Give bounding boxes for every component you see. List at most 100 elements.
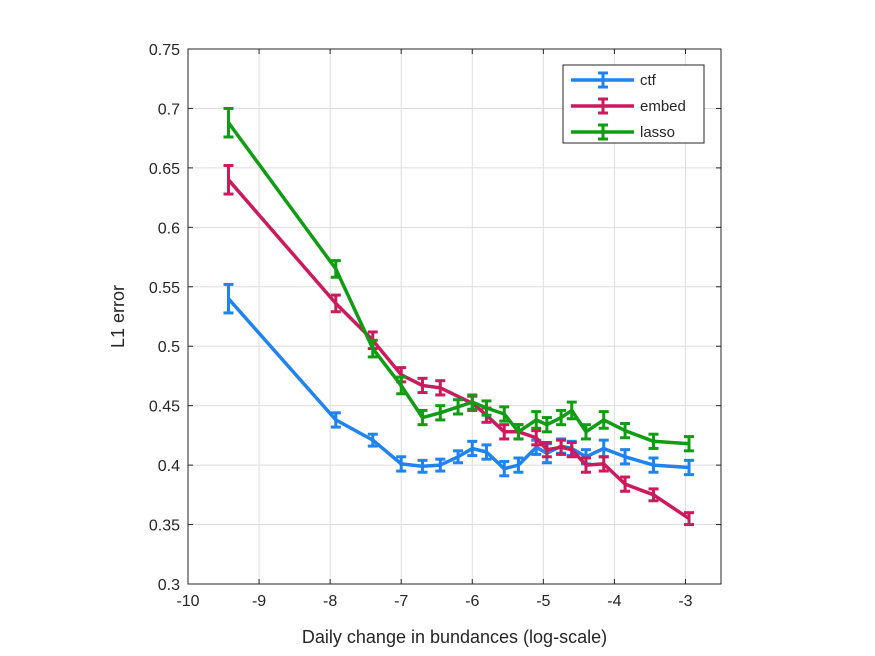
data-point-lasso (559, 416, 563, 420)
grid (188, 49, 721, 584)
error-bar-embed (330, 293, 341, 314)
error-bar-embed (435, 379, 446, 397)
error-bar-ctf (684, 458, 695, 477)
data-point-ctf (602, 446, 606, 450)
data-point-lasso (399, 383, 403, 387)
error-bar-lasso (330, 259, 341, 279)
data-point-lasso (623, 429, 627, 433)
x-tick-label: -4 (607, 593, 621, 610)
y-tick-label: 0.45 (149, 399, 180, 416)
error-bar-lasso (541, 416, 552, 434)
plot-frame (187, 48, 722, 585)
data-point-lasso (570, 408, 574, 412)
error-bar-ctf (330, 411, 341, 429)
error-bar-ctf (467, 439, 478, 458)
error-bar-lasso (396, 375, 407, 396)
x-tick-label: -10 (176, 593, 199, 610)
data-point-ctf (502, 467, 506, 471)
error-bar-lasso (453, 398, 464, 416)
x-tick-label: -6 (465, 593, 479, 610)
error-bar-ctf (396, 455, 407, 473)
y-tick-label: 0.4 (158, 458, 180, 475)
error-bar-lasso (499, 405, 510, 423)
series-line-ctf (227, 297, 690, 471)
data-point-lasso (227, 121, 231, 125)
data-point-embed (438, 386, 442, 390)
data-point-embed (334, 301, 338, 305)
error-bar-ctf (513, 456, 524, 474)
series-ctf (223, 282, 695, 478)
data-point-lasso (470, 400, 474, 404)
error-bar-lasso (566, 400, 577, 421)
data-point-lasso (534, 418, 538, 422)
series-lasso (223, 106, 695, 453)
data-point-embed (651, 493, 655, 497)
error-bar-embed (648, 487, 659, 503)
data-point-ctf (438, 463, 442, 467)
y-tick-label: 0.3 (158, 577, 180, 594)
data-point-lasso (602, 418, 606, 422)
data-point-ctf (399, 462, 403, 466)
error-bar-embed (223, 164, 234, 196)
error-bar-ctf (453, 449, 464, 465)
data-point-embed (623, 482, 627, 486)
y-tick-label: 0.6 (158, 220, 180, 237)
data-point-ctf (456, 455, 460, 459)
data-point-ctf (470, 446, 474, 450)
error-bar-ctf (620, 448, 631, 466)
legend-item-ctf: ctf (571, 71, 657, 89)
error-bar-lasso (556, 408, 567, 427)
x-tick-label: -9 (252, 593, 266, 610)
error-bar-lasso (367, 338, 378, 359)
error-bar-lasso (467, 393, 478, 411)
data-point-lasso (584, 430, 588, 434)
legend: ctf embed lasso (562, 64, 705, 144)
data-point-lasso (438, 411, 442, 415)
series-line-lasso (227, 121, 690, 446)
error-bar-embed (556, 438, 567, 456)
y-tick-label: 0.35 (149, 518, 180, 535)
y-tick-label: 0.65 (149, 161, 180, 178)
x-axis-label: Daily change in bundances (log-scale) (302, 627, 607, 647)
error-bar-ctf (435, 457, 446, 473)
data-point-ctf (687, 465, 691, 469)
error-bar-embed (580, 456, 591, 474)
legend-label-embed: embed (640, 98, 686, 115)
error-bar-ctf (223, 282, 234, 315)
y-axis-label: L1 error (108, 285, 128, 348)
data-point-embed (502, 430, 506, 434)
error-bar-lasso (481, 399, 492, 417)
data-point-embed (534, 436, 538, 440)
legend-box (562, 64, 705, 144)
error-bar-lasso (620, 422, 631, 440)
data-point-ctf (623, 455, 627, 459)
error-bar-embed (620, 475, 631, 493)
error-bar-lasso (580, 423, 591, 441)
data-point-embed (545, 448, 549, 452)
error-bar-lasso (598, 410, 609, 430)
data-point-ctf (421, 464, 425, 468)
error-bar-lasso (435, 404, 446, 422)
error-bar-lasso (648, 432, 659, 450)
error-bar-embed (541, 441, 552, 459)
error-bar-ctf (481, 443, 492, 461)
data-point-lasso (516, 430, 520, 434)
error-bar-lasso (417, 408, 428, 427)
data-point-ctf (534, 445, 538, 449)
data-point-embed (421, 383, 425, 387)
legend-item-lasso: lasso (571, 123, 675, 141)
data-point-lasso (687, 442, 691, 446)
error-bar-embed (417, 376, 428, 395)
error-bar-embed (531, 429, 542, 447)
y-tick-label: 0.75 (149, 42, 180, 59)
data-point-lasso (545, 423, 549, 427)
data-point-ctf (334, 418, 338, 422)
error-bar-embed (598, 455, 609, 473)
data-point-embed (687, 517, 691, 521)
data-point-lasso (334, 267, 338, 271)
legend-label-ctf: ctf (640, 72, 657, 89)
legend-label-lasso: lasso (640, 124, 675, 141)
x-tick-label: -8 (323, 593, 337, 610)
data-point-embed (570, 448, 574, 452)
